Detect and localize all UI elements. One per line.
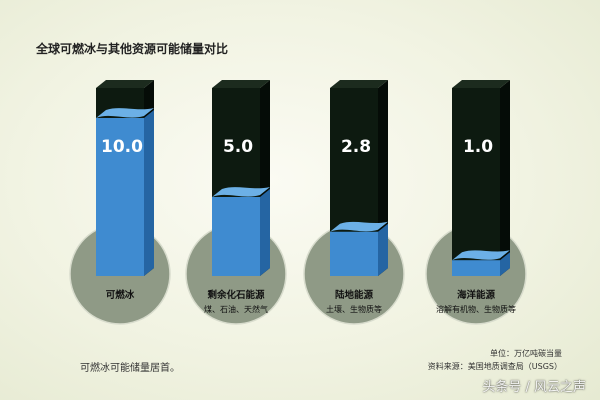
tank-top [330,80,388,88]
value-label: 1.0 [463,137,493,157]
category-label: 海洋能源 [457,289,496,301]
chart-note: 可燃冰可能储量居首。 [80,363,180,374]
water-bar [96,118,144,276]
water-side [378,223,388,276]
water-bar [212,197,260,276]
water-bar [452,260,500,276]
chart-title: 全球可燃冰与其他资源可能储量对比 [36,42,229,56]
category-sublabel: 煤、石油、天然气 [204,304,268,314]
category-label: 陆地能源 [335,289,374,301]
water-side [260,189,270,276]
value-label: 5.0 [223,137,253,157]
water-surface [330,221,388,232]
source-label: 资料来源：美国地质调查局（USGS） [427,362,562,371]
water-surface [96,108,154,118]
category-label: 剩余化石能源 [207,289,265,301]
water-bar [330,231,378,276]
tank-front [452,88,500,276]
water-surface [212,187,270,197]
tank-top [212,80,270,88]
value-label: 2.8 [341,137,371,157]
tank-top [96,80,154,88]
tank-top [452,80,510,88]
water-side [144,110,154,276]
unit-label: 单位：万亿吨碳当量 [490,349,562,358]
category-sublabel: 溶解有机物、生物质等 [436,304,516,314]
value-label: 10.0 [101,137,143,157]
tank-side [500,80,510,276]
category-label: 可燃冰 [106,289,135,301]
water-side [500,252,510,276]
category-sublabel: 土壤、生物质等 [326,304,382,314]
watermark: 头条号 / 风云之声 [482,380,586,395]
water-surface [452,250,510,261]
